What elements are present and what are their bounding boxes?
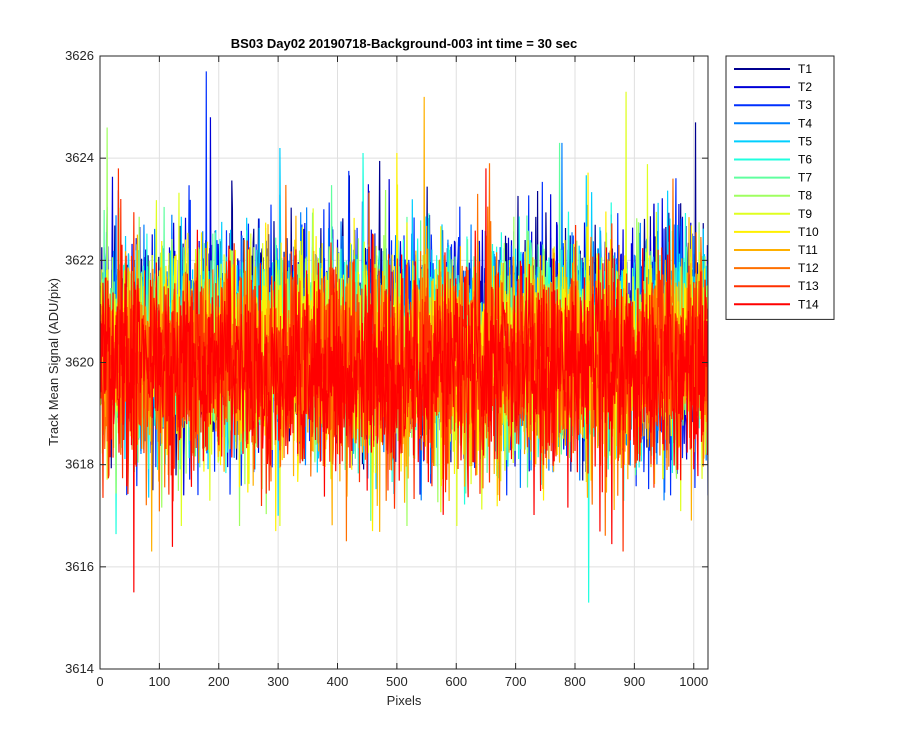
y-tick-label: 3614 xyxy=(65,661,94,676)
x-tick-label: 400 xyxy=(327,674,349,689)
legend-label-t14: T14 xyxy=(798,297,819,311)
legend-label-t1: T1 xyxy=(798,62,812,76)
legend[interactable]: T1 T2 T3 T4 T5 T6 T7 T8 T9 T10 T11 T12 T13 T14 xyxy=(725,55,835,320)
y-tick-label: 3622 xyxy=(65,252,94,267)
legend-label-t12: T12 xyxy=(798,261,819,275)
y-tick-label: 3618 xyxy=(65,457,94,472)
legend-label-t10: T10 xyxy=(798,225,819,239)
y-tick-label: 3616 xyxy=(65,559,94,574)
chart-title: BS03 Day02 20190718-Background-003 int t… xyxy=(231,36,578,51)
x-tick-label: 300 xyxy=(267,674,289,689)
y-tick-label: 3626 xyxy=(65,48,94,63)
y-axis-label: Track Mean Signal (ADU/pix) xyxy=(46,278,61,446)
legend-label-t11: T11 xyxy=(798,243,818,257)
x-tick-label: 500 xyxy=(386,674,408,689)
legend-label-t4: T4 xyxy=(798,116,812,130)
legend-label-t13: T13 xyxy=(798,279,819,293)
series-line-t13 xyxy=(100,168,708,552)
x-tick-label: 600 xyxy=(445,674,467,689)
legend-label-t7: T7 xyxy=(798,171,812,185)
legend-label-t6: T6 xyxy=(798,153,812,167)
legend-label-t5: T5 xyxy=(798,134,812,148)
legend-label-t3: T3 xyxy=(798,98,812,112)
x-tick-label: 800 xyxy=(564,674,586,689)
x-tick-label: 900 xyxy=(624,674,646,689)
legend-label-t2: T2 xyxy=(798,80,812,94)
y-tick-label: 3624 xyxy=(65,150,94,165)
y-tick-label: 3620 xyxy=(65,355,94,370)
x-tick-label: 1000 xyxy=(679,674,708,689)
x-axis-label: Pixels xyxy=(387,693,422,708)
legend-label-t9: T9 xyxy=(798,207,812,221)
series-lines xyxy=(100,71,708,603)
x-tick-label: 200 xyxy=(208,674,230,689)
legend-box xyxy=(725,55,835,320)
x-tick-label: 0 xyxy=(96,674,103,689)
axis-ticks: 0 100 200 300 400 500 600 700 800 900 1000 3614 3616… xyxy=(65,48,708,689)
series-line-t14 xyxy=(100,168,708,593)
legend-label-t8: T8 xyxy=(798,189,812,203)
x-tick-label: 700 xyxy=(505,674,527,689)
x-tick-label: 100 xyxy=(149,674,171,689)
